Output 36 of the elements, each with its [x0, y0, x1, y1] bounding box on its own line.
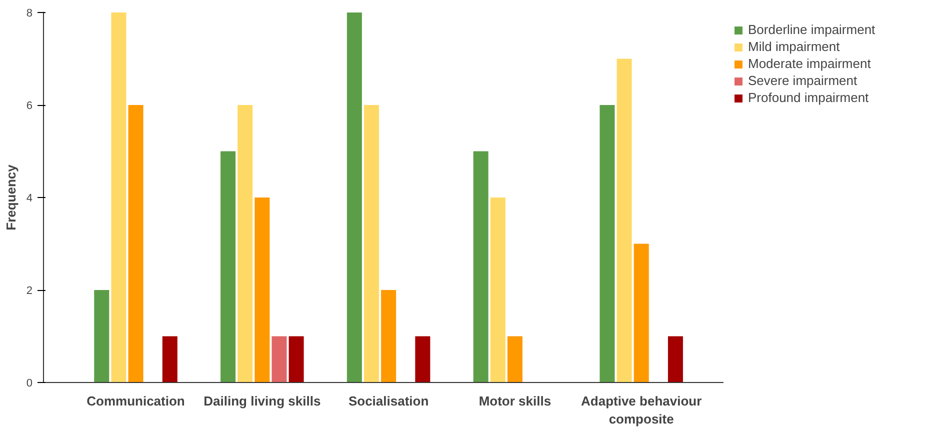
bar	[111, 12, 126, 382]
bar	[346, 12, 362, 382]
y-tick-label: 0	[26, 378, 33, 390]
bar	[288, 336, 304, 382]
y-tick-label: 6	[26, 100, 33, 112]
x-tick-label: Adaptive behaviour composite	[581, 394, 702, 426]
bar	[238, 105, 253, 382]
bar	[668, 336, 683, 382]
legend-label: Mild impairment	[748, 39, 840, 54]
bar	[415, 336, 430, 382]
bar	[381, 290, 396, 382]
bar	[272, 336, 287, 382]
legend-label: Profound impairment	[748, 90, 869, 105]
x-tick-label: Dailing living skills	[204, 394, 321, 408]
bar	[220, 151, 236, 382]
y-tick-label: 8	[26, 8, 33, 20]
bar	[364, 105, 379, 382]
legend-label: Moderate impairment	[748, 56, 871, 71]
bar	[254, 198, 270, 382]
x-tick-label: Communication	[86, 394, 185, 408]
bar	[128, 105, 144, 382]
x-tick-label: Motor skills	[478, 394, 552, 408]
x-tick-label: Socialisation	[348, 394, 429, 408]
bar	[616, 58, 632, 382]
bar	[473, 151, 488, 382]
y-axis-title: Frequency	[3, 164, 18, 230]
legend-label: Borderline impairment	[748, 22, 876, 37]
legend-label: Severe impairment	[748, 73, 858, 88]
bar	[94, 290, 110, 382]
y-tick-label: 2	[26, 285, 33, 297]
y-tick-label: 4	[26, 192, 33, 204]
bar	[162, 336, 178, 382]
bar	[634, 244, 649, 382]
bar	[600, 105, 615, 382]
bar	[490, 198, 506, 382]
bar	[507, 336, 522, 382]
